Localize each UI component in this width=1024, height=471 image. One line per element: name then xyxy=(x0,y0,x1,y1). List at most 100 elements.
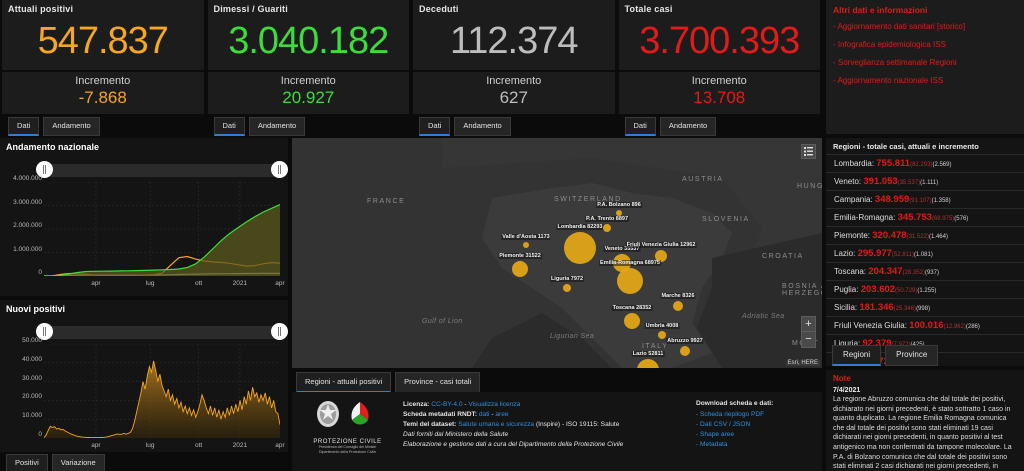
region-name: Liguria xyxy=(834,339,859,348)
kpi-tab-andamento[interactable]: Andamento xyxy=(43,117,100,136)
region-incremento: (286) xyxy=(965,324,980,330)
download-link-0[interactable]: - Scheda riepilogo PDF xyxy=(696,411,765,418)
region-attuali: (35.537) xyxy=(897,180,921,186)
map-country-label: FRANCE xyxy=(367,198,406,205)
y-tick: 0 xyxy=(38,431,42,438)
region-incremento: (576) xyxy=(954,216,969,222)
map-region-label: Abruzzo 9927 xyxy=(666,338,704,344)
altri-dati-panel: Altri dati e informazioni - Aggiornament… xyxy=(826,0,1024,134)
download-link-1[interactable]: - Dati CSV / JSON xyxy=(696,421,751,428)
map-bubble[interactable] xyxy=(680,346,690,356)
map-region-label: Friuli Venezia Giulia 12962 xyxy=(625,242,697,248)
kpi-tab-dati[interactable]: Dati xyxy=(8,117,40,136)
map-panel[interactable]: FRANCE SWITZERLAND AUSTRIA SLOVENIA HUNGARY C… xyxy=(292,138,822,368)
slider-handle-left[interactable] xyxy=(36,323,53,340)
kpi-tab-andamento[interactable]: Andamento xyxy=(659,117,717,136)
region-row[interactable]: Sicilia: 181.346(25.346)(998) xyxy=(826,298,1024,316)
region-row[interactable]: Toscana: 204.347(28.352)(937) xyxy=(826,262,1024,280)
map-bubble[interactable] xyxy=(564,232,596,264)
map-bubble[interactable] xyxy=(616,210,622,216)
map-bubble[interactable] xyxy=(655,250,667,262)
map-bubble[interactable] xyxy=(523,242,529,248)
map-legend-icon[interactable] xyxy=(801,144,816,159)
temi-value-link[interactable]: Salute umana e sicurezza xyxy=(458,421,535,428)
map-bubble[interactable] xyxy=(637,359,659,368)
kpi-tab-dati[interactable]: Dati xyxy=(624,117,656,136)
chart-tab-positivi[interactable]: Positivi xyxy=(6,454,48,471)
time-range-slider[interactable] xyxy=(36,323,288,340)
download-link-3[interactable]: - Metadata xyxy=(696,441,728,448)
map-tab-0[interactable]: Regioni - attuali positivi xyxy=(296,372,392,393)
metadati-dati-link[interactable]: dati xyxy=(478,411,490,418)
kpi-tab-dati[interactable]: Dati xyxy=(419,117,451,136)
region-row[interactable]: Friuli Venezia Giulia: 100.016(12.962)(2… xyxy=(826,316,1024,334)
map-region-label: P.A. Trento 8897 xyxy=(584,216,630,222)
kpi-card-0: Attuali positivi 547.837 Incremento -7.8… xyxy=(2,0,204,136)
slider-handle-left[interactable] xyxy=(36,161,53,178)
map-landmass xyxy=(442,138,822,368)
region-incremento: (1.464) xyxy=(928,234,948,240)
map-region-label: Veneto 35537 xyxy=(603,246,641,252)
y-tick: 40.000 xyxy=(22,355,42,363)
region-name: Friuli Venezia Giulia xyxy=(834,321,905,330)
y-tick: 2.000.000 xyxy=(13,222,42,229)
altri-dati-link-0[interactable]: - Aggiornamento dati sanitari [storico] xyxy=(833,22,966,31)
kpi-increment-label: Incremento xyxy=(691,74,747,87)
map-tab-1[interactable]: Province - casi totali xyxy=(395,372,481,393)
map-bubble[interactable] xyxy=(658,331,666,339)
map-bubble[interactable] xyxy=(617,268,643,294)
map-zoom-controls[interactable]: + − xyxy=(801,316,816,348)
chart-nuovi-positivi: Nuovi positivi 0 10.000 20.000 30.000 40.000… xyxy=(0,300,288,471)
region-total: 295.977 xyxy=(857,248,892,259)
region-name: Lombardia xyxy=(834,159,872,168)
regions-title: Regioni - totale casi, attuali e increme… xyxy=(833,142,979,151)
kpi-value: 3.040.182 xyxy=(228,20,389,62)
region-total: 204.347 xyxy=(868,266,903,277)
map-country-label: CROATIA xyxy=(762,253,804,260)
region-row[interactable]: Piemonte: 320.478(31.522)(1.464) xyxy=(826,226,1024,244)
kpi-tab-andamento[interactable]: Andamento xyxy=(454,117,511,136)
kpi-main: Dimessi / Guariti 3.040.182 xyxy=(207,0,409,70)
y-tick: 4.000.000 xyxy=(13,175,42,182)
kpi-tab-andamento[interactable]: Andamento xyxy=(248,117,306,136)
download-link-2[interactable]: - Shape aree xyxy=(696,431,735,438)
time-range-slider[interactable] xyxy=(36,161,288,178)
altri-dati-link-2[interactable]: - Sorveglianza settimanale Regioni xyxy=(833,58,957,67)
altri-dati-link-3[interactable]: - Aggiornamento nazionale ISS xyxy=(833,76,944,85)
map-bubble[interactable] xyxy=(624,313,640,329)
region-row[interactable]: Emilia-Romagna: 345.753(68.975)(576) xyxy=(826,208,1024,226)
elaborazione-dati: Elaborazione e gestione dati a cura del … xyxy=(403,441,624,448)
metadati-aree-link[interactable]: aree xyxy=(495,411,509,418)
kpi-tab-dati[interactable]: Dati xyxy=(213,117,245,136)
altri-dati-link-1[interactable]: - Infografica epidemiologica ISS xyxy=(833,40,946,49)
licenza-value[interactable]: CC-BY-4.0 xyxy=(431,401,463,408)
map-tabs: Regioni - attuali positivi Province - cas… xyxy=(296,372,481,393)
map-bubble[interactable] xyxy=(512,261,528,277)
region-row[interactable]: Puglia: 203.602(50.729)(1.255) xyxy=(826,280,1024,298)
kpi-increment: Incremento 20.927 xyxy=(207,71,409,114)
map-bubble[interactable] xyxy=(563,284,571,292)
licenza-link[interactable]: Visualizza licenza xyxy=(468,401,521,408)
regions-tab-regioni[interactable]: Regioni xyxy=(832,345,882,366)
regions-panel[interactable]: Regioni - totale casi, attuali e increme… xyxy=(826,138,1024,366)
kpi-increment-label: Incremento xyxy=(75,74,131,87)
kpi-row: Attuali positivi 547.837 Incremento -7.8… xyxy=(0,0,822,136)
slider-handle-right[interactable] xyxy=(271,323,288,340)
region-row[interactable]: Lazio: 295.977(52.811)(1.081) xyxy=(826,244,1024,262)
region-row[interactable]: Veneto: 391.053(35.537)(1.111) xyxy=(826,172,1024,190)
slider-handle-right[interactable] xyxy=(271,161,288,178)
zoom-in-button[interactable]: + xyxy=(802,317,815,332)
region-attuali: (68.975) xyxy=(931,216,955,222)
region-name: Emilia-Romagna xyxy=(834,213,894,222)
zoom-out-button[interactable]: − xyxy=(805,333,812,345)
map-bubble[interactable] xyxy=(673,301,683,311)
region-row[interactable]: Campania: 348.959(91.107)(1.358) xyxy=(826,190,1024,208)
map-bubble[interactable] xyxy=(603,224,611,232)
chart-tab-variazione[interactable]: Variazione xyxy=(51,454,105,471)
y-tick: 10.000 xyxy=(22,412,42,420)
regions-tab-province[interactable]: Province xyxy=(885,345,939,366)
region-total: 755.811 xyxy=(876,158,911,169)
note-date: 7/4/2021 xyxy=(833,387,861,394)
x-tick: 2021 xyxy=(232,442,248,449)
region-row[interactable]: Lombardia: 755.811(82.293)(2.569) xyxy=(826,154,1024,172)
